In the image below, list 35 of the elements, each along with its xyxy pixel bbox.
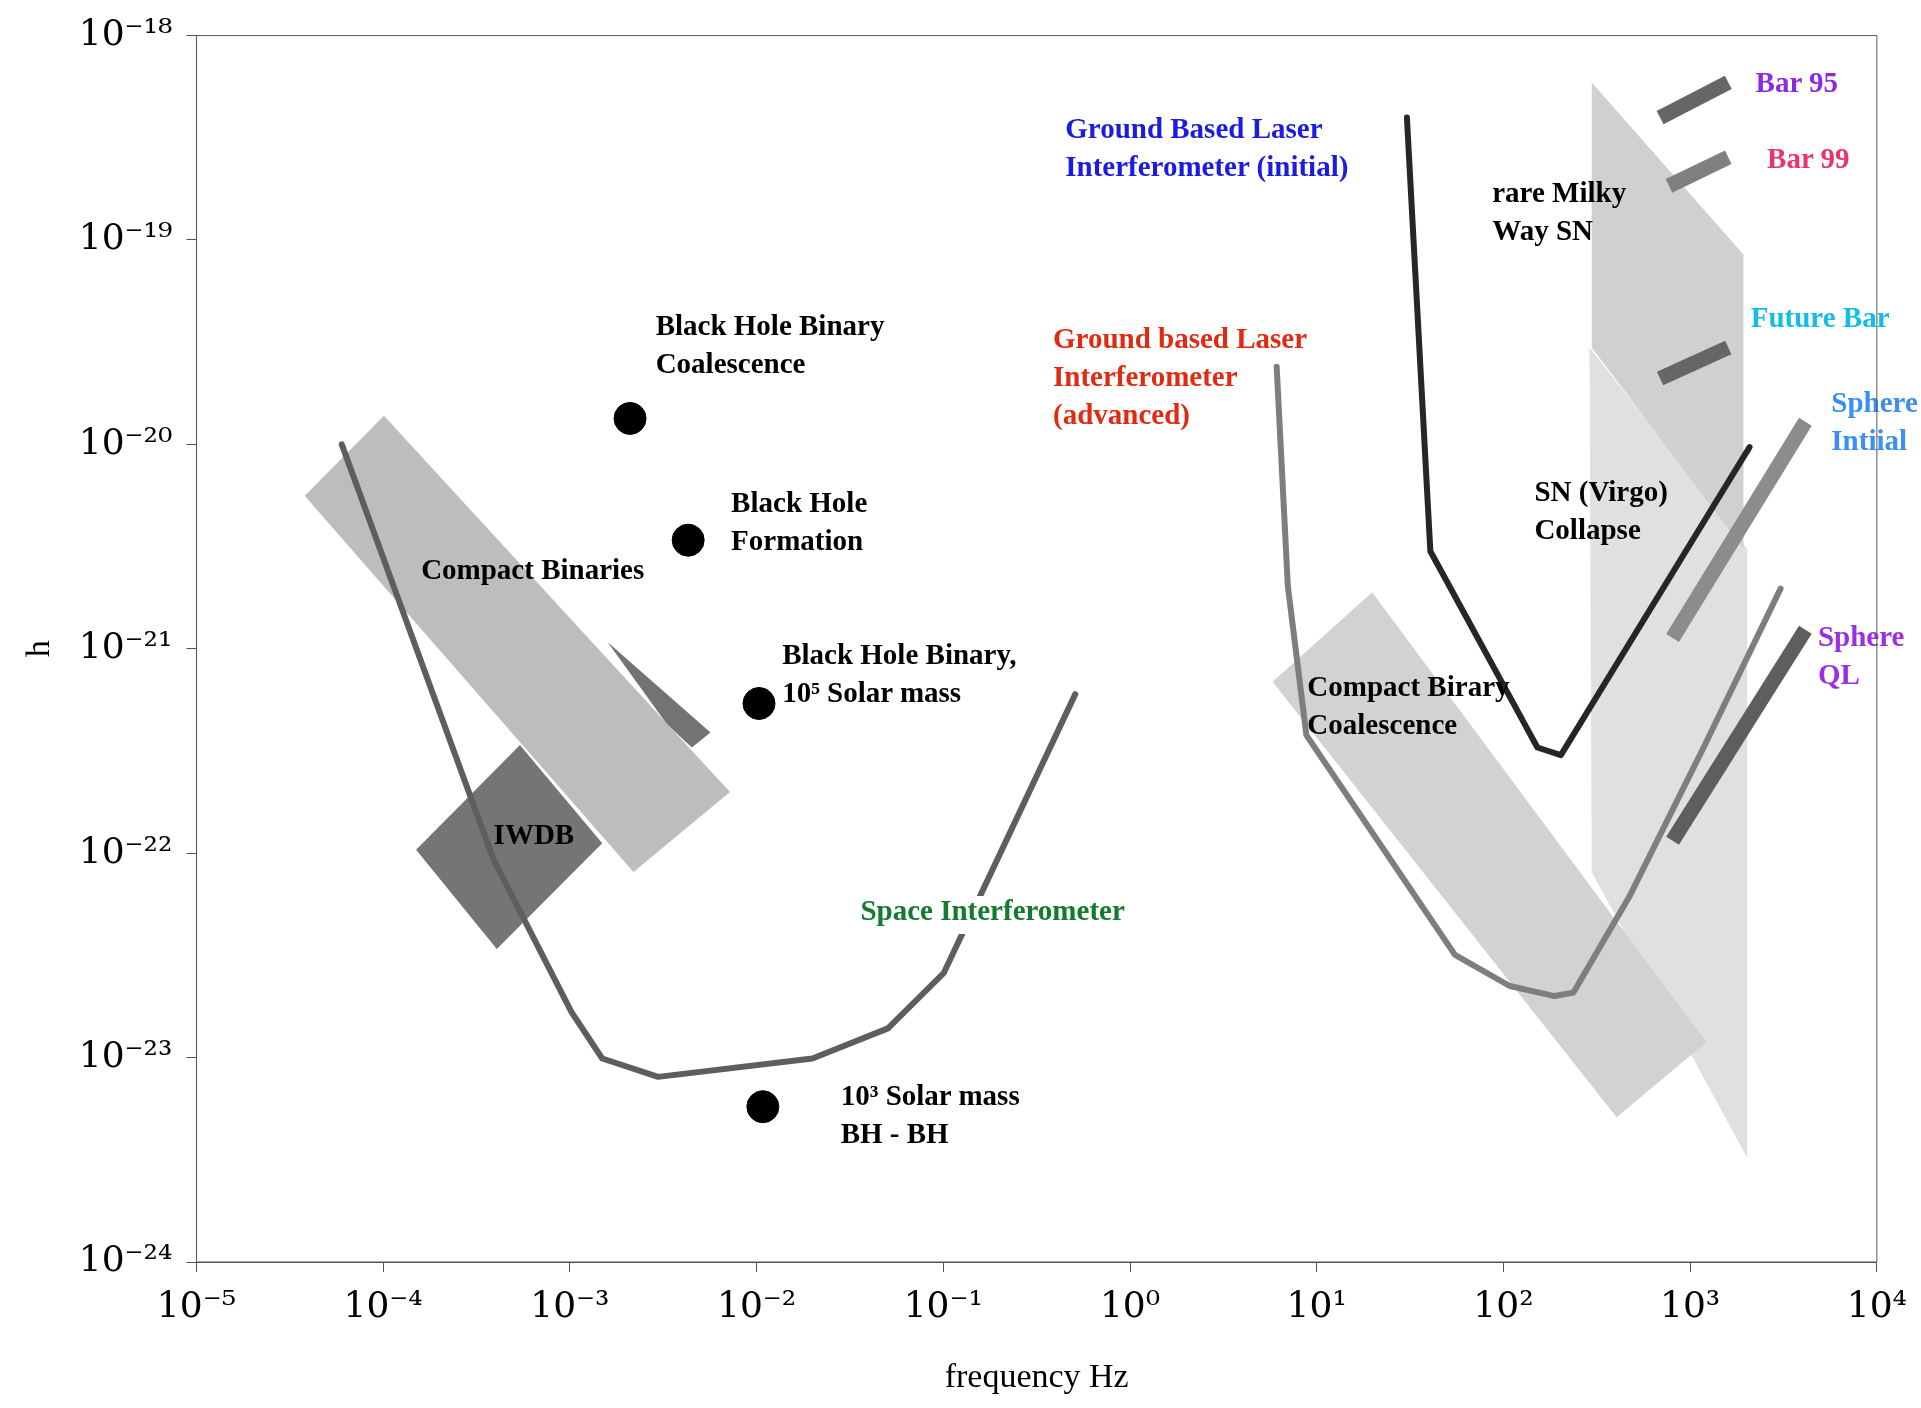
annotation: Space Interferometer bbox=[860, 893, 1125, 926]
annotation: SN (Virgo) Collapse bbox=[1534, 475, 1668, 546]
x-tick-label: 10³ bbox=[1660, 1283, 1721, 1325]
y-axis-title: h bbox=[19, 640, 57, 658]
y-tick-label: 10⁻²⁴ bbox=[78, 1238, 173, 1280]
x-tick-label: 10⁴ bbox=[1846, 1283, 1907, 1325]
annotation: Ground Based Laser Interferometer (initial) bbox=[1065, 112, 1349, 184]
annotation: Ground based Laser Interferometer (advanced) bbox=[1052, 322, 1308, 432]
annotation: 10³ Solar mass BH - BH bbox=[840, 1079, 1020, 1150]
x-tick-label: 10² bbox=[1473, 1283, 1534, 1325]
annotation: Black Hole Binary Coalescence bbox=[655, 308, 885, 379]
annotation: Compact Binaries bbox=[421, 553, 645, 586]
x-axis-title: frequency Hz bbox=[944, 1356, 1129, 1394]
x-tick-label: 10⁰ bbox=[1099, 1283, 1161, 1325]
y-tick-label: 10⁻²³ bbox=[78, 1033, 173, 1075]
annotation: IWDB bbox=[493, 818, 575, 851]
annotation: Sphere QL bbox=[1817, 619, 1905, 690]
y-tick-label: 10⁻²¹ bbox=[78, 625, 173, 667]
annotation: Future Bar bbox=[1750, 301, 1890, 334]
annotation: Black Hole Binary, 10⁵ Solar mass bbox=[782, 637, 1017, 708]
y-tick-label: 10⁻¹⁹ bbox=[78, 216, 173, 258]
x-tick-label: 10⁻¹ bbox=[903, 1283, 983, 1325]
y-tick-label: 10⁻²⁰ bbox=[78, 420, 173, 462]
x-tick-label: 10⁻⁴ bbox=[343, 1283, 423, 1325]
annotation: Bar 99 bbox=[1767, 141, 1850, 174]
x-tick-label: 10⁻² bbox=[716, 1283, 797, 1325]
annotation: Black Hole Formation bbox=[731, 486, 868, 557]
x-tick-label: 10⁻⁵ bbox=[156, 1283, 237, 1325]
annotation: Sphere Intiial bbox=[1831, 385, 1918, 456]
y-tick-label: 10⁻²² bbox=[78, 829, 173, 871]
x-tick-label: 10⁻³ bbox=[530, 1283, 610, 1325]
annotation: Bar 95 bbox=[1755, 65, 1838, 98]
x-tick-label: 10¹ bbox=[1286, 1283, 1347, 1325]
annotation: rare Milky Way SN bbox=[1492, 175, 1627, 246]
y-tick-label: 10⁻¹⁸ bbox=[78, 11, 173, 53]
